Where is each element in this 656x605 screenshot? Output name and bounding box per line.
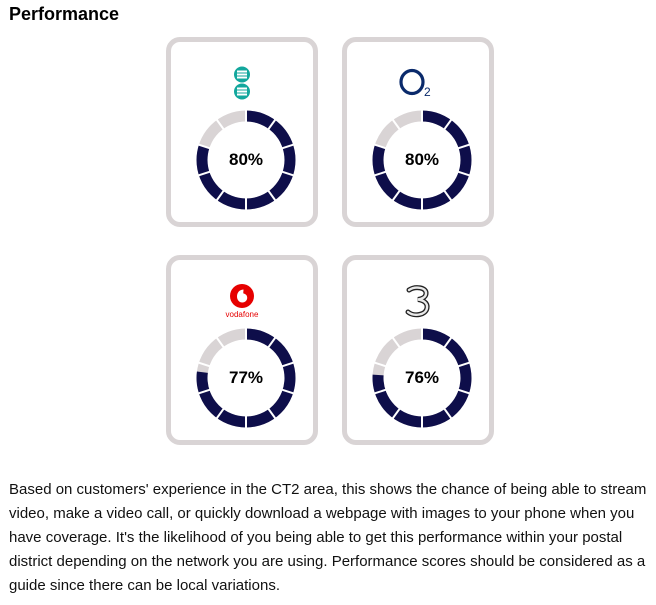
performance-gauge-three: 76% [370,326,474,430]
gauge-segment-divider [443,407,453,420]
network-card-vodafone: vodafone 77% [166,255,318,445]
gauge-segment-divider [281,388,295,395]
gauge-segment-divider [443,118,453,131]
gauge-segment-divider [391,189,401,202]
score-label-three: 76% [404,368,440,387]
svg-text:2: 2 [424,85,431,98]
performance-gauge-vodafone: 77% [194,326,298,430]
gauge-segment-divider [267,118,277,131]
gauge-segment-divider [443,336,453,349]
gauge-segment-divider [457,361,471,368]
section-title: Performance [9,4,120,24]
gauge-segment-divider [197,361,211,368]
gauge-segment-divider [373,143,387,150]
ee-logo [171,64,313,102]
vodafone-logo: vodafone [171,282,313,320]
gauge-segment-divider [281,143,295,150]
gauge-segment-divider [391,118,401,131]
gauge-segment-divider [197,143,211,150]
network-card-three: 76% [342,255,494,445]
gauge-segment-divider [197,388,211,395]
three-logo [347,282,489,320]
gauge-segment-divider [267,336,277,349]
gauge-segment-divider [267,189,277,202]
score-label-ee: 80% [228,150,264,169]
gauge-segment-divider [281,361,295,368]
gauge-segment-divider [443,189,453,202]
gauge-segment-divider [215,189,225,202]
gauge-segment-divider [215,118,225,131]
performance-gauge-ee: 80% [194,108,298,212]
gauge-segment-divider [373,170,387,177]
o2-logo: 2 [347,64,489,102]
gauge-segment-divider [457,170,471,177]
network-card-o2: 2 80% [342,37,494,227]
gauge-segment-divider [457,143,471,150]
performance-gauge-o2: 80% [370,108,474,212]
gauge-segment-divider [391,407,401,420]
gauge-segment-divider [281,170,295,177]
vodafone-wordmark: vodafone [225,310,259,319]
score-label-o2: 80% [404,150,440,169]
gauge-segment-divider [267,407,277,420]
gauge-segment-divider [391,336,401,349]
gauge-segment-divider [373,388,387,395]
gauge-segment-divider [197,170,211,177]
gauge-segment-divider [215,407,225,420]
gauge-segment-divider [373,361,387,368]
network-card-ee: 80% [166,37,318,227]
gauge-segment-divider [215,336,225,349]
score-label-vodafone: 77% [228,368,264,387]
performance-description: Based on customers' experience in the CT… [9,481,647,594]
gauge-segment-divider [457,388,471,395]
